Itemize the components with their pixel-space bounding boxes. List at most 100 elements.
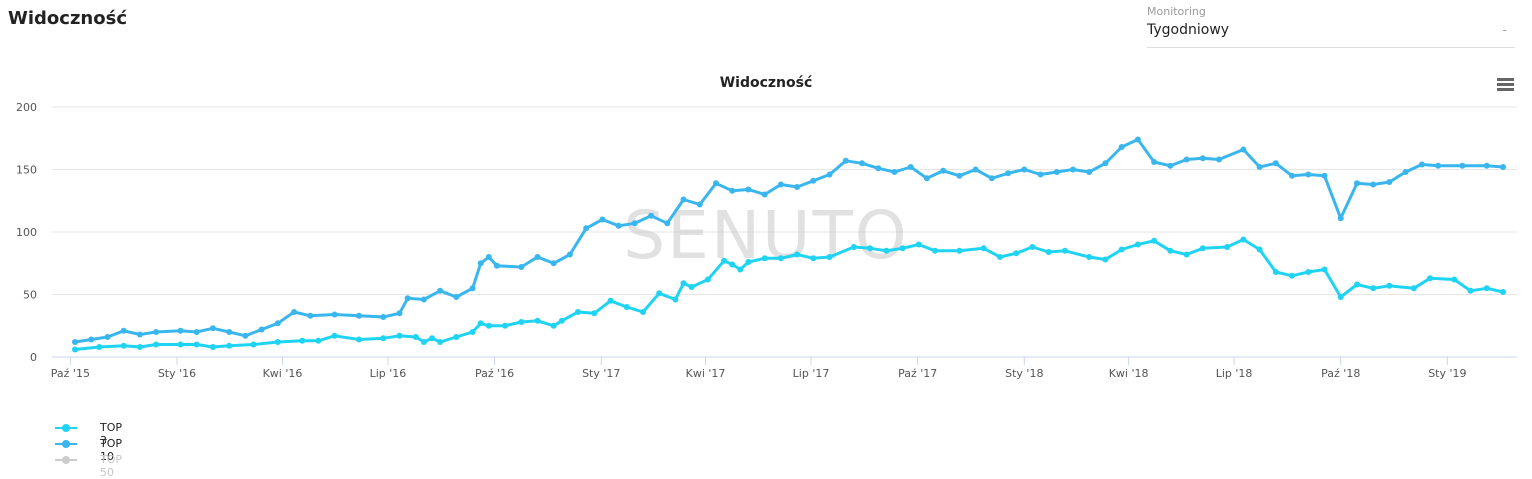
data-point-top10 bbox=[842, 157, 849, 164]
data-point-top3 bbox=[680, 280, 687, 287]
data-point-top3 bbox=[915, 241, 922, 248]
data-point-top3 bbox=[1102, 256, 1109, 263]
legend-symbol-top50 bbox=[55, 456, 77, 464]
data-point-top3 bbox=[1183, 251, 1190, 258]
data-point-top10 bbox=[1321, 172, 1328, 179]
data-point-top3 bbox=[193, 341, 200, 348]
data-point-top10 bbox=[891, 169, 898, 175]
monitoring-label: Monitoring bbox=[1147, 5, 1206, 18]
data-point-top3 bbox=[1321, 266, 1328, 273]
data-point-top10 bbox=[1021, 166, 1028, 173]
data-point-top3 bbox=[1272, 269, 1279, 275]
x-tick-label: Sty '17 bbox=[582, 367, 620, 380]
data-point-top3 bbox=[1289, 272, 1295, 279]
data-point-top10 bbox=[1256, 164, 1263, 170]
data-point-top10 bbox=[1272, 160, 1279, 167]
data-point-top10 bbox=[566, 251, 573, 258]
data-point-top3 bbox=[477, 320, 484, 327]
data-point-top3 bbox=[672, 296, 679, 303]
data-point-top10 bbox=[1216, 156, 1222, 163]
data-point-top3 bbox=[550, 322, 557, 329]
monitoring-value[interactable]: Tygodniowy bbox=[1147, 22, 1230, 38]
data-point-top10 bbox=[226, 329, 233, 335]
data-point-top3 bbox=[534, 317, 541, 324]
data-point-top3 bbox=[558, 317, 565, 324]
y-tick-label: 0 bbox=[30, 351, 37, 364]
legend-symbol-top3 bbox=[55, 424, 77, 432]
data-point-top3 bbox=[729, 261, 736, 268]
data-point-top10 bbox=[940, 167, 947, 174]
data-point-top10 bbox=[648, 212, 655, 219]
y-tick-label: 100 bbox=[16, 226, 37, 239]
data-point-top10 bbox=[1354, 180, 1360, 187]
data-point-top3 bbox=[1029, 244, 1036, 250]
data-point-top3 bbox=[1199, 245, 1206, 252]
data-point-top3 bbox=[867, 245, 874, 252]
data-point-top3 bbox=[1370, 285, 1377, 292]
data-point-top3 bbox=[1061, 247, 1068, 254]
senuto-watermark: SENUTO bbox=[623, 197, 907, 274]
data-point-top3 bbox=[607, 297, 614, 304]
data-point-top3 bbox=[745, 259, 752, 265]
data-point-top10 bbox=[1418, 161, 1425, 168]
data-point-top3 bbox=[502, 322, 508, 329]
data-point-top3 bbox=[250, 341, 257, 348]
data-point-top3 bbox=[226, 342, 233, 349]
y-tick-label: 50 bbox=[23, 289, 37, 302]
data-point-top3 bbox=[826, 254, 833, 260]
data-point-top3 bbox=[380, 335, 387, 342]
data-point-top10 bbox=[120, 327, 127, 334]
data-point-top3 bbox=[688, 284, 695, 290]
data-point-top3 bbox=[420, 339, 427, 345]
data-point-top10 bbox=[729, 187, 736, 194]
data-point-top3 bbox=[1151, 237, 1158, 244]
series-layer bbox=[72, 136, 1506, 353]
dropdown-arrow-icon[interactable]: - bbox=[1502, 23, 1507, 37]
data-point-top10 bbox=[193, 329, 200, 335]
data-point-top10 bbox=[1305, 171, 1312, 178]
data-point-top3 bbox=[209, 344, 216, 350]
data-point-top3 bbox=[850, 244, 857, 250]
data-point-top3 bbox=[331, 332, 338, 339]
data-point-top10 bbox=[258, 326, 265, 333]
page-title: Widoczność bbox=[8, 8, 127, 29]
data-point-top3 bbox=[932, 247, 938, 254]
data-point-top10 bbox=[420, 296, 427, 303]
data-point-top10 bbox=[396, 310, 403, 317]
x-tick-label: Sty '18 bbox=[1005, 367, 1043, 380]
data-point-top10 bbox=[177, 327, 184, 334]
legend-label-top50: TOP 50 bbox=[100, 453, 123, 479]
data-point-top3 bbox=[396, 332, 403, 339]
data-point-top10 bbox=[477, 260, 484, 267]
data-point-top10 bbox=[777, 181, 784, 188]
grid-lines bbox=[52, 106, 1517, 365]
data-point-top10 bbox=[518, 264, 525, 270]
data-point-top10 bbox=[1151, 159, 1158, 165]
x-tick-label: Lip '16 bbox=[370, 367, 407, 380]
data-point-top10 bbox=[631, 220, 638, 227]
data-point-top3 bbox=[591, 310, 598, 317]
data-point-top3 bbox=[640, 309, 646, 315]
monitoring-select[interactable]: Monitoring Tygodniowy - bbox=[1147, 5, 1515, 48]
data-point-top3 bbox=[412, 334, 419, 340]
data-point-top3 bbox=[453, 334, 460, 340]
x-tick-label: Paź '16 bbox=[475, 367, 514, 380]
data-point-top10 bbox=[826, 171, 833, 178]
data-point-top3 bbox=[1224, 244, 1231, 250]
data-point-top10 bbox=[291, 309, 298, 315]
data-point-top3 bbox=[72, 346, 78, 353]
data-point-top3 bbox=[1086, 254, 1093, 260]
data-point-top10 bbox=[1167, 162, 1174, 169]
data-point-top3 bbox=[1427, 275, 1433, 282]
x-tick-label: Lip '18 bbox=[1216, 367, 1253, 380]
data-point-top3 bbox=[136, 344, 143, 350]
data-point-top3 bbox=[485, 322, 492, 329]
data-point-top10 bbox=[1070, 166, 1076, 173]
data-point-top10 bbox=[1199, 155, 1206, 162]
hamburger-menu-icon[interactable] bbox=[1497, 78, 1514, 91]
legend-label-top10: TOP 10 bbox=[100, 437, 123, 463]
y-tick-label: 150 bbox=[16, 164, 37, 177]
data-point-top3 bbox=[1483, 285, 1490, 292]
data-point-top3 bbox=[437, 339, 444, 345]
data-point-top10 bbox=[437, 287, 444, 294]
